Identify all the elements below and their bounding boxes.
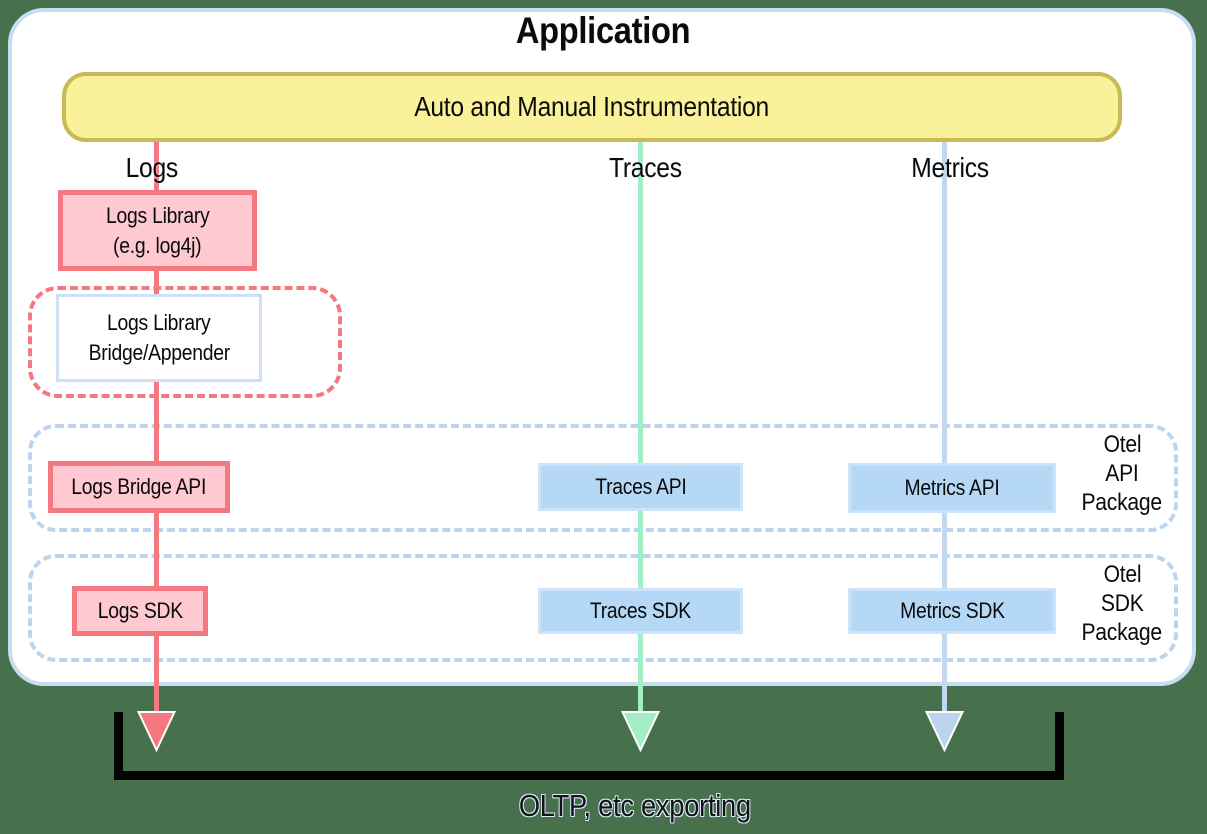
column-label-traces: Traces: [608, 152, 682, 183]
otel-sdk-package-container: [28, 554, 1178, 662]
application-title: Application: [0, 10, 1207, 52]
export-label: OLTP, etc exporting: [518, 788, 751, 823]
logs-library-line2: (e.g. log4j): [113, 232, 202, 258]
instrumentation-bar-label: Auto and Manual Instrumentation: [414, 91, 770, 122]
logs-bridge-api-node: Logs Bridge API: [48, 461, 230, 513]
logs-flow-line: [154, 142, 159, 722]
traces-api-node: Traces API: [538, 463, 743, 511]
otel-api-package-label: Otel API Package: [1081, 431, 1163, 516]
otel-api-package-container: [28, 424, 1178, 532]
column-label-metrics: Metrics: [911, 152, 989, 183]
export-bracket-bottom: [114, 771, 1064, 780]
logs-library-line1: Logs Library: [105, 202, 210, 228]
logs-library-bridge-appender-node: Logs Library Bridge/Appender: [56, 294, 262, 382]
application-title-text: Application: [516, 10, 691, 51]
column-label-logs: Logs: [125, 152, 179, 183]
metrics-api-node: Metrics API: [848, 463, 1056, 513]
metrics-sdk-node: Metrics SDK: [848, 588, 1056, 634]
instrumentation-bar: Auto and Manual Instrumentation: [62, 72, 1122, 142]
export-bracket-right: [1055, 712, 1064, 780]
bridge-appender-line1: Logs Library: [107, 310, 211, 335]
export-bracket-left: [114, 712, 123, 780]
traces-flow-line: [638, 142, 643, 722]
bridge-appender-line2: Bridge/Appender: [88, 340, 230, 365]
metrics-flow-line: [942, 142, 947, 722]
logs-bridge-dashed-container: [28, 286, 342, 398]
otel-sdk-package-label: Otel SDK Package: [1081, 561, 1163, 646]
logs-library-node: Logs Library (e.g. log4j): [58, 190, 257, 271]
logs-sdk-node: Logs SDK: [72, 586, 208, 636]
traces-sdk-node: Traces SDK: [538, 588, 743, 634]
